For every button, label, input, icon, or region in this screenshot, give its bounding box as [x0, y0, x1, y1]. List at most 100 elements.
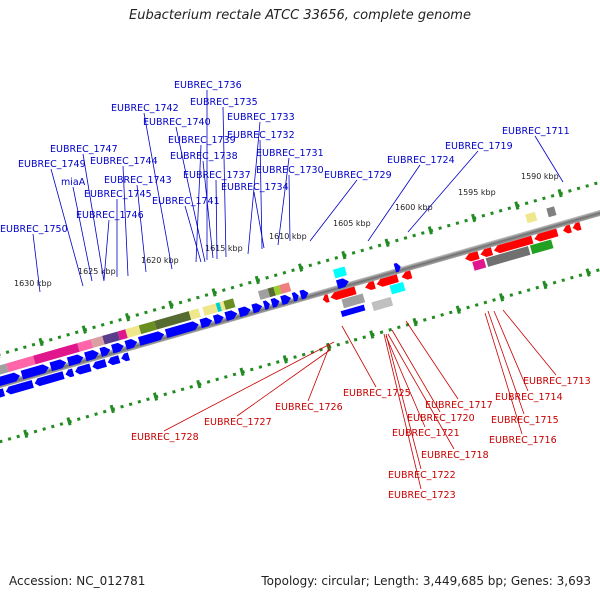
cds-arrow[interactable] [237, 305, 252, 318]
forward-gene-track[interactable] [0, 206, 557, 384]
reverse-gene-label[interactable]: EUBREC_1725 [343, 388, 411, 399]
cds-arrow[interactable] [401, 270, 413, 280]
reverse-gene-label[interactable]: EUBREC_1713 [523, 376, 591, 387]
gene-feature[interactable] [273, 285, 282, 296]
gene-feature[interactable] [371, 296, 394, 312]
reverse-gene-label[interactable]: EUBREC_1727 [204, 417, 272, 428]
cds-arrow[interactable] [262, 300, 271, 310]
cds-arrow[interactable] [99, 345, 111, 357]
cds-arrow[interactable] [291, 291, 300, 302]
forward-gene-label[interactable]: EUBREC_1742 [111, 103, 179, 114]
reverse-gene-label[interactable]: EUBREC_1715 [491, 415, 559, 426]
cds-arrow[interactable] [322, 294, 330, 303]
forward-gene-label[interactable]: EUBREC_1746 [76, 210, 144, 221]
forward-gene-label[interactable]: EUBREC_1731 [256, 148, 324, 159]
cds-arrow[interactable] [562, 224, 572, 235]
cds-arrow[interactable] [164, 320, 200, 339]
cds-arrow[interactable] [0, 371, 21, 388]
cds-arrow[interactable] [199, 316, 213, 329]
forward-gene-label[interactable]: EUBREC_1724 [387, 155, 455, 166]
cds-arrow[interactable] [91, 359, 107, 371]
gene-feature[interactable] [472, 258, 487, 271]
cds-arrow[interactable] [299, 289, 309, 300]
cds-arrow[interactable] [464, 251, 480, 263]
forward-gene-label[interactable]: EUBREC_1750 [0, 224, 68, 235]
reverse-gene-label[interactable]: EUBREC_1728 [131, 432, 199, 443]
gene-feature[interactable] [267, 286, 276, 298]
gene-feature[interactable] [138, 321, 157, 335]
cds-arrow[interactable] [251, 302, 263, 314]
forward-gene-label[interactable]: miaA [61, 177, 86, 188]
cds-arrow[interactable] [364, 280, 376, 291]
cds-arrow[interactable] [479, 247, 494, 258]
cds-arrow[interactable] [270, 297, 281, 308]
cds-arrow[interactable] [224, 309, 238, 321]
cds-arrow[interactable] [124, 338, 138, 350]
forward-gene-label[interactable]: EUBREC_1733 [227, 112, 295, 123]
forward-gene-label[interactable]: EUBREC_1745 [84, 189, 152, 200]
gene-feature[interactable] [125, 325, 142, 338]
cds-arrow[interactable] [212, 313, 225, 325]
cds-arrow[interactable] [376, 274, 399, 288]
reverse-gene-label[interactable]: EUBREC_1717 [425, 400, 493, 411]
cds-arrow[interactable] [74, 363, 92, 376]
cds-arrow[interactable] [493, 235, 534, 255]
forward-gene-label[interactable]: EUBREC_1730 [256, 165, 324, 176]
reverse-gene-label[interactable]: EUBREC_1721 [392, 428, 460, 439]
cds-arrow[interactable] [20, 363, 50, 380]
reverse-gene-label[interactable]: EUBREC_1723 [388, 490, 456, 501]
forward-gene-label[interactable]: EUBREC_1732 [227, 130, 295, 141]
reverse-gene-label[interactable]: EUBREC_1716 [489, 435, 557, 446]
gene-feature[interactable] [77, 339, 94, 352]
reverse-gene-track[interactable] [341, 239, 556, 318]
cds-arrow[interactable] [64, 368, 75, 378]
cds-arrow[interactable] [5, 380, 34, 395]
gene-feature[interactable] [154, 311, 192, 330]
cds-arrow[interactable] [533, 228, 559, 243]
cds-arrow[interactable] [107, 355, 121, 366]
forward-gene-label[interactable]: EUBREC_1719 [445, 141, 513, 152]
reverse-cds-arrows[interactable] [0, 221, 586, 426]
gene-feature[interactable] [117, 329, 128, 341]
cds-arrow[interactable] [34, 371, 65, 387]
gene-feature[interactable] [33, 343, 80, 365]
cds-arrow[interactable] [84, 349, 100, 362]
forward-gene-label[interactable]: EUBREC_1740 [143, 117, 211, 128]
gene-feature[interactable] [215, 302, 222, 313]
forward-gene-label[interactable]: EUBREC_1741 [152, 196, 220, 207]
gene-feature[interactable] [90, 335, 105, 348]
cds-arrow[interactable] [280, 294, 292, 305]
cds-arrow[interactable] [66, 353, 85, 367]
gene-feature[interactable] [389, 281, 406, 295]
forward-gene-label[interactable]: EUBREC_1729 [324, 170, 392, 181]
forward-gene-label[interactable]: EUBREC_1711 [502, 126, 570, 137]
cds-arrow[interactable] [111, 342, 125, 354]
forward-gene-label[interactable]: EUBREC_1735 [190, 97, 258, 108]
gene-feature[interactable] [546, 206, 557, 218]
gene-feature[interactable] [340, 304, 366, 317]
forward-gene-label[interactable]: EUBREC_1734 [221, 182, 289, 193]
forward-gene-label[interactable]: EUBREC_1744 [90, 156, 158, 167]
cds-arrow[interactable] [329, 286, 357, 301]
cds-arrow[interactable] [120, 352, 131, 362]
forward-gene-label[interactable]: EUBREC_1739 [168, 135, 236, 146]
gene-feature[interactable] [188, 308, 201, 320]
forward-gene-label[interactable]: EUBREC_1736 [174, 80, 242, 91]
forward-gene-label[interactable]: EUBREC_1749 [18, 159, 86, 170]
cds-arrow[interactable] [0, 388, 6, 402]
forward-gene-label[interactable]: EUBREC_1738 [170, 151, 238, 162]
cds-arrow[interactable] [137, 330, 165, 346]
reverse-gene-label[interactable]: EUBREC_1722 [388, 470, 456, 481]
cds-arrow[interactable] [572, 221, 582, 232]
gene-feature[interactable] [529, 239, 554, 255]
reverse-gene-label[interactable]: EUBREC_1718 [421, 450, 489, 461]
gene-feature[interactable] [332, 266, 347, 279]
cds-arrow[interactable] [49, 358, 68, 372]
gene-feature[interactable] [219, 301, 226, 311]
forward-gene-label[interactable]: EUBREC_1737 [183, 170, 251, 181]
gene-feature[interactable] [202, 303, 219, 316]
gene-feature[interactable] [102, 331, 121, 345]
forward-cds-arrows[interactable] [0, 262, 402, 399]
reverse-gene-label[interactable]: EUBREC_1720 [407, 413, 475, 424]
